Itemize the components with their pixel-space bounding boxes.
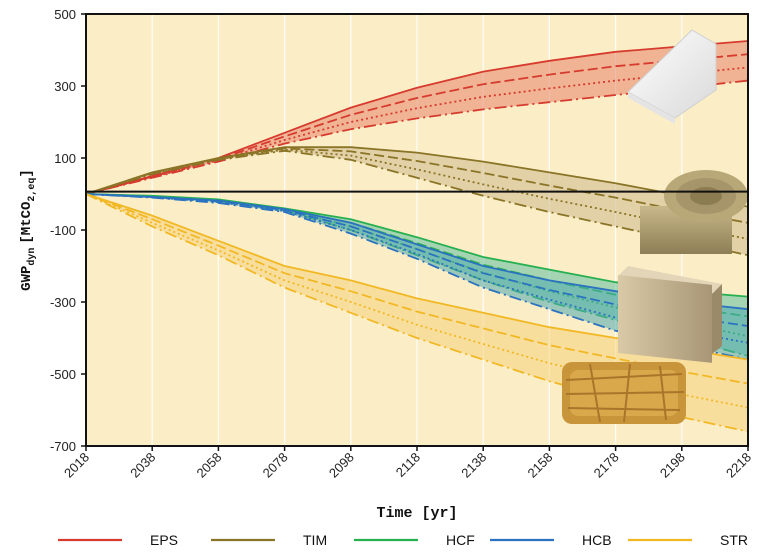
x-tick-label: 2098	[326, 450, 357, 481]
legend-label: STR	[720, 532, 748, 548]
eps-board-image	[627, 29, 717, 124]
x-tick-label: 2018	[61, 450, 92, 481]
y-axis-title: GWPdyn[MtCO2,eq]	[19, 169, 38, 291]
legend-label: HCF	[446, 532, 475, 548]
scenario-line-tim	[86, 147, 748, 224]
x-tick-label: 2118	[393, 450, 423, 480]
y-tick-label: 500	[54, 7, 76, 22]
legend: EPS TIM HCF HCB STR	[58, 532, 748, 548]
y-axis: 500 300 100 -100 -300 -500 -700	[50, 7, 86, 454]
band-hcb	[86, 194, 748, 360]
y-tick-label: -700	[50, 439, 76, 454]
scenario-line-str	[86, 193, 748, 409]
y-tick-label: 300	[54, 79, 76, 94]
y-tick-label: 100	[54, 151, 76, 166]
legend-item-hcf: HCF	[354, 532, 475, 548]
x-tick-label: 2078	[260, 450, 291, 481]
x-axis-title: Time [yr]	[376, 505, 457, 522]
legend-item-str: STR	[628, 532, 748, 548]
legend-item-eps: EPS	[58, 532, 178, 548]
series-tim	[86, 146, 748, 257]
band-tim	[86, 147, 748, 256]
y-tick-label: -100	[50, 223, 76, 238]
x-axis: 2018 2038 2058 2078 2098 2118 2138 2158 2178 2198…	[61, 446, 754, 481]
x-tick-label: 2138	[458, 450, 489, 481]
x-tick-label: 2038	[127, 450, 158, 481]
straw-bale-image	[562, 362, 686, 424]
y-tick-label: -300	[50, 295, 76, 310]
legend-label: TIM	[303, 532, 327, 548]
x-tick-label: 2158	[524, 450, 555, 481]
x-tick-label: 2178	[591, 450, 622, 481]
scenario-line-tim	[86, 149, 748, 257]
legend-label: HCB	[582, 532, 612, 548]
legend-label: EPS	[150, 532, 178, 548]
legend-item-hcb: HCB	[490, 532, 612, 548]
hemp-block-image	[618, 266, 722, 363]
legend-item-tim: TIM	[211, 532, 327, 548]
scenario-line-str	[86, 193, 748, 433]
x-tick-label: 2198	[657, 450, 688, 481]
x-tick-label: 2218	[723, 450, 754, 481]
x-tick-label: 2058	[193, 450, 224, 481]
y-tick-label: -500	[50, 367, 76, 382]
